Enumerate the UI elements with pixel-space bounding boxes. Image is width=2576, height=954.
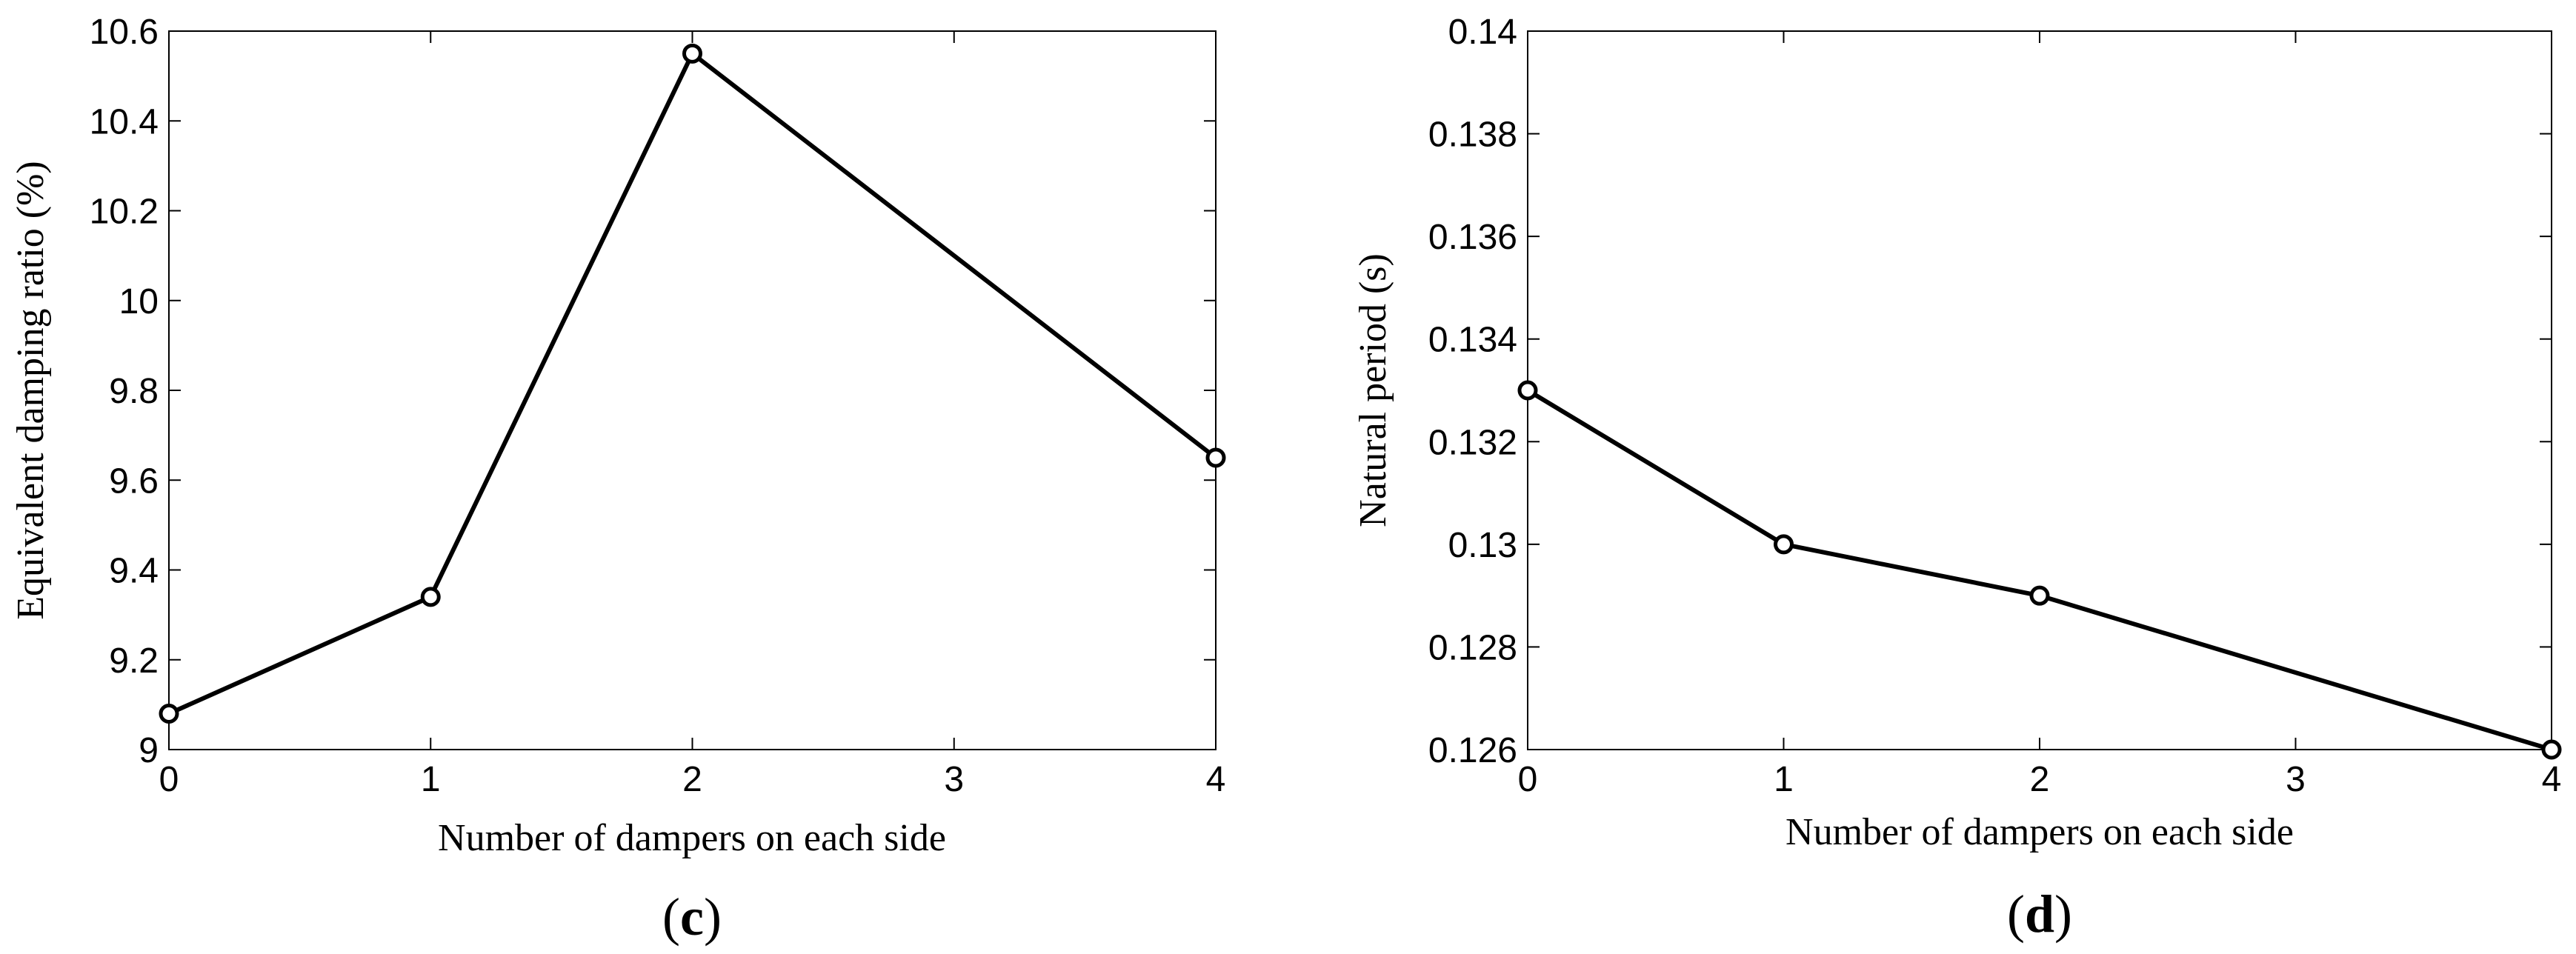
x-tick-label: 4: [2542, 760, 2562, 799]
plot-frame-d: [1527, 30, 2552, 750]
y-tick-label: 0.128: [1428, 628, 1517, 667]
y-axis-label-c: Equivalent damping ratio (%): [10, 161, 52, 619]
x-tick-label: 2: [2030, 760, 2050, 799]
y-tick-label: 10.2: [90, 193, 159, 232]
data-point-marker: [1205, 447, 1226, 468]
y-ticks-c: 9 9.2 9.4 9.6 9.8 10 10.2 10.4 10.6: [90, 13, 1216, 770]
y-tick-label: 0.132: [1428, 423, 1517, 462]
data-point-marker: [2029, 585, 2050, 606]
data-point-marker: [2541, 739, 2562, 760]
y-tick-label: 9: [139, 731, 159, 770]
x-tick-label: 1: [421, 760, 441, 799]
x-tick-label: 0: [1518, 760, 1538, 799]
y-tick-label: 0.14: [1448, 13, 1517, 52]
x-tick-label: 0: [159, 760, 179, 799]
x-tick-label: 4: [1206, 760, 1226, 799]
series-c: [159, 43, 1226, 724]
x-axis-label-d: Number of dampers on each side: [1785, 811, 2294, 853]
panel-label-d: (d): [2007, 884, 2072, 944]
x-ticks-c: 0 1 2 3 4: [159, 31, 1226, 799]
series-line: [1526, 388, 2552, 752]
x-tick-label: 1: [1774, 760, 1794, 799]
data-point-marker: [1774, 534, 1794, 555]
y-tick-label: 9.4: [109, 552, 159, 591]
y-tick-label: 10.6: [90, 13, 159, 52]
series-d: [1517, 380, 2562, 760]
x-tick-label: 2: [682, 760, 702, 799]
y-tick-label: 9.6: [109, 461, 159, 501]
x-ticks-d: 0 1 2 3 4: [1518, 31, 2562, 799]
y-tick-label: 0.138: [1428, 116, 1517, 155]
panel-label-c: (c): [662, 887, 722, 947]
y-ticks-d: 0.126 0.128 0.13 0.132 0.134 0.136 0.138 0.14: [1428, 13, 2552, 770]
data-point-marker: [682, 43, 702, 64]
y-axis-label-d: Natural period (s): [1352, 253, 1394, 527]
y-tick-label: 0.136: [1428, 218, 1517, 257]
x-tick-label: 3: [2286, 760, 2306, 799]
x-tick-label: 3: [944, 760, 964, 799]
y-tick-label: 10.4: [90, 102, 159, 141]
chart-d: 0.126 0.128 0.13 0.132 0.134 0.136 0.138 0.14 0…: [1352, 13, 2562, 944]
y-tick-label: 10: [119, 282, 159, 321]
y-tick-label: 0.13: [1448, 526, 1517, 565]
series-line: [167, 51, 1217, 716]
data-point-marker: [159, 704, 179, 724]
chart-c: 9 9.2 9.4 9.6 9.8 10 10.2 10.4 10.6 0 1 2 3 4 Number…: [10, 13, 1226, 947]
y-tick-label: 0.134: [1428, 321, 1517, 360]
y-tick-label: 0.126: [1428, 731, 1517, 770]
data-point-marker: [1517, 380, 1538, 401]
x-axis-label-c: Number of dampers on each side: [438, 817, 946, 859]
y-tick-label: 9.2: [109, 641, 159, 681]
data-point-marker: [420, 587, 441, 607]
y-tick-label: 9.8: [109, 372, 159, 411]
